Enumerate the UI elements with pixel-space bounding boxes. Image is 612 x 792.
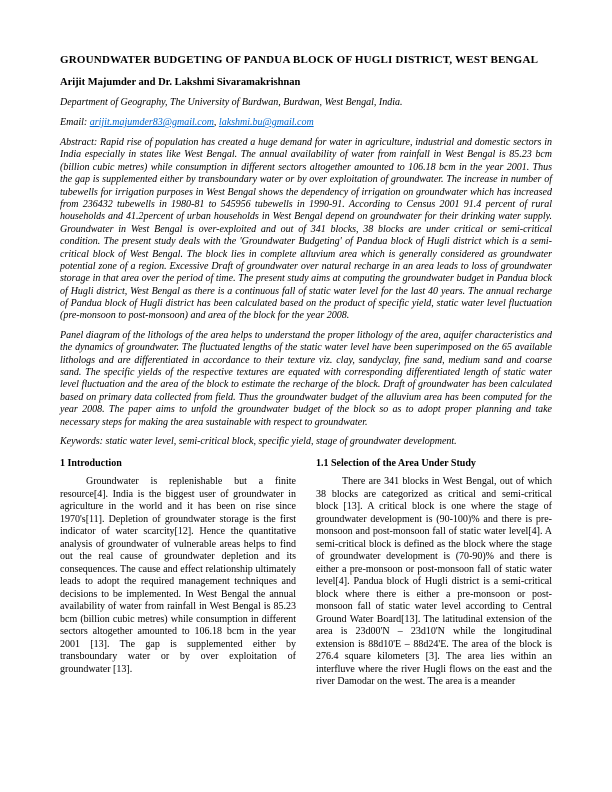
column-right: 1.1 Selection of the Area Under Study Th… [316,458,552,695]
email-link-1[interactable]: arijit.majumder83@gmail.com [90,117,214,128]
section-head-intro: 1 Introduction [60,458,296,471]
body-columns: 1 Introduction Groundwater is replenisha… [60,458,552,695]
section-head-area: 1.1 Selection of the Area Under Study [316,458,552,471]
area-paragraph: There are 341 blocks in West Bengal, out… [316,476,552,689]
column-left: 1 Introduction Groundwater is replenisha… [60,458,296,695]
email-label: Email: [60,117,90,128]
paper-keywords: Keywords: static water level, semi-criti… [60,436,552,447]
email-link-2[interactable]: lakshmi.bu@gmail.com [219,117,314,128]
paper-emails: Email: arijit.majumder83@gmail.com, laks… [60,117,552,128]
abstract-paragraph-1: Abstract: Rapid rise of population has c… [60,137,552,323]
paper-title: GROUNDWATER BUDGETING OF PANDUA BLOCK OF… [60,54,552,66]
intro-paragraph: Groundwater is replenishable but a finit… [60,476,296,676]
paper-authors: Arijit Majumder and Dr. Lakshmi Sivarama… [60,77,552,88]
abstract-paragraph-2: Panel diagram of the lithologs of the ar… [60,330,552,429]
paper-affiliation: Department of Geography, The University … [60,97,552,108]
